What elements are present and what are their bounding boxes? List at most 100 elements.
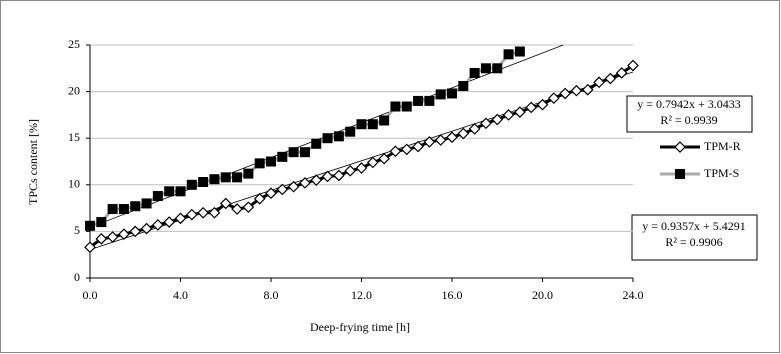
data-point <box>118 204 129 215</box>
data-point <box>581 83 594 96</box>
data-point <box>322 133 333 144</box>
data-point <box>469 67 480 78</box>
data-point <box>536 98 549 111</box>
data-point <box>503 49 514 60</box>
data-point <box>413 95 424 106</box>
data-point <box>435 89 446 100</box>
data-point <box>593 76 605 89</box>
data-point <box>106 231 119 243</box>
data-point <box>311 138 322 149</box>
data-point <box>458 81 469 92</box>
data-point <box>175 186 186 197</box>
trendline-r2: R² = 0.9906 <box>665 235 722 249</box>
data-point <box>366 156 379 169</box>
x-axis-label: Deep-frying time [h] <box>310 320 410 334</box>
data-point <box>379 115 390 126</box>
data-point <box>107 204 118 215</box>
data-point <box>570 84 583 97</box>
y-axis-label: TPCs content [%] <box>26 119 40 205</box>
y-tick-label: 25 <box>68 37 80 51</box>
data-point <box>480 63 491 74</box>
data-point <box>390 101 401 112</box>
data-point <box>412 140 424 153</box>
data-point <box>96 217 107 228</box>
data-point <box>277 151 288 162</box>
data-point <box>185 208 198 221</box>
data-point <box>243 168 254 179</box>
y-tick-label: 20 <box>68 83 80 97</box>
data-point <box>242 201 255 214</box>
data-point <box>310 174 323 186</box>
y-tick-label: 5 <box>74 223 80 237</box>
data-point <box>547 92 560 104</box>
data-point <box>480 117 492 130</box>
data-point <box>502 109 515 121</box>
data-point <box>434 134 447 146</box>
x-tick-label: 0.0 <box>83 288 98 302</box>
data-point <box>254 158 265 169</box>
data-point <box>265 187 277 200</box>
data-point <box>457 127 470 140</box>
data-point <box>400 143 413 156</box>
data-point <box>163 216 176 228</box>
legend-marker <box>674 141 686 153</box>
data-point <box>129 225 142 238</box>
data-point <box>287 180 300 193</box>
data-point <box>355 162 368 174</box>
x-tick-label: 24.0 <box>623 288 644 302</box>
equation-box <box>626 95 753 133</box>
legend-marker <box>675 169 685 179</box>
data-point <box>84 241 96 254</box>
legend-label: TPM-R <box>704 139 741 153</box>
data-point <box>424 95 435 106</box>
data-point <box>401 101 412 112</box>
data-point <box>491 113 504 126</box>
data-point <box>140 222 153 235</box>
data-point <box>604 72 617 85</box>
data-point <box>118 228 130 241</box>
data-point <box>130 201 141 212</box>
data-point <box>321 170 334 183</box>
data-point <box>85 220 95 231</box>
data-point <box>367 119 378 130</box>
y-tick-label: 0 <box>74 270 80 284</box>
data-point <box>174 212 187 225</box>
y-tick-label: 10 <box>68 177 80 191</box>
data-point <box>95 233 108 245</box>
data-point <box>208 206 221 219</box>
data-point <box>197 206 209 219</box>
y-tick-label: 15 <box>68 130 80 144</box>
data-point <box>266 156 276 167</box>
data-point <box>468 123 481 135</box>
data-point <box>219 197 232 210</box>
data-point <box>446 131 458 144</box>
data-point <box>299 177 311 189</box>
data-point <box>253 192 266 205</box>
data-point <box>514 46 525 57</box>
data-point <box>333 169 345 182</box>
data-point <box>333 131 344 142</box>
x-tick-label: 8.0 <box>264 288 279 302</box>
data-point <box>299 147 310 158</box>
data-point <box>447 88 457 99</box>
data-point <box>288 147 299 158</box>
trendline-equation: y = 0.9357x + 5.4291 <box>642 219 746 233</box>
x-tick-label: 4.0 <box>173 288 188 302</box>
data-point <box>559 87 571 100</box>
data-point <box>276 183 289 196</box>
data-point <box>423 136 436 148</box>
data-point <box>186 179 197 190</box>
legend-label: TPM-S <box>704 166 739 180</box>
data-point <box>514 106 526 118</box>
x-tick-label: 12.0 <box>351 288 372 302</box>
data-point <box>164 186 175 197</box>
data-point <box>152 190 163 201</box>
trendline-r2: R² = 0.9939 <box>660 113 717 127</box>
x-tick-label: 16.0 <box>442 288 463 302</box>
data-point <box>356 119 367 130</box>
data-point <box>627 59 639 72</box>
equation-box <box>631 214 758 261</box>
data-point <box>231 203 243 215</box>
data-point <box>378 152 390 165</box>
